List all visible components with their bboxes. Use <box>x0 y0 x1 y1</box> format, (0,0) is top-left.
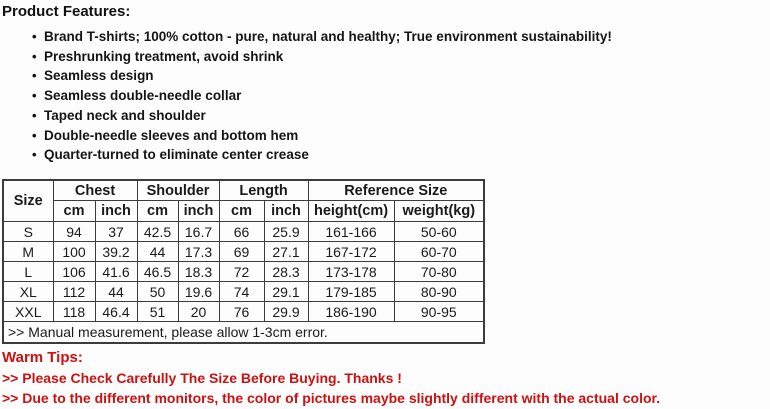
table-footnote-row: >> Manual measurement, please allow 1-3c… <box>2 321 485 344</box>
column-group-chest: Chest <box>52 179 138 202</box>
measurement-cell: 80-90 <box>393 281 485 303</box>
measurement-cell: 72 <box>218 261 265 283</box>
size-cell: S <box>2 221 54 243</box>
column-group-length: Length <box>218 179 309 202</box>
measurement-cell: 46.4 <box>94 301 138 323</box>
feature-text: Seamless design <box>44 68 154 84</box>
measurement-cell: 25.9 <box>263 221 309 243</box>
size-chart-table: Size Chest Shoulder Length Reference Siz… <box>2 178 486 344</box>
warm-tips-line-1: >> Please Check Carefully The Size Befor… <box>2 369 402 386</box>
bullet-icon: • <box>32 127 37 143</box>
feature-item: • Seamless double-needle collar <box>32 86 770 106</box>
feature-text: Brand T-shirts; 100% cotton - pure, natu… <box>44 29 612 44</box>
size-cell: L <box>2 261 54 283</box>
table-row-l: L 106 41.6 46.5 18.3 72 28.3 173-178 70-… <box>2 261 485 283</box>
table-row-xl: XL 112 44 50 19.6 74 29.1 179-185 80-90 <box>2 281 485 303</box>
measurement-cell: 27.1 <box>263 241 309 263</box>
feature-text: Taped neck and shoulder <box>44 107 206 123</box>
size-cell: M <box>2 241 54 263</box>
bullet-icon: • <box>32 29 37 44</box>
feature-item: • Taped neck and shoulder <box>32 106 770 126</box>
measurement-cell: 46.5 <box>136 261 179 283</box>
column-header-size: Size <box>2 179 54 223</box>
measurement-cell: 70-80 <box>393 261 485 283</box>
measurement-cell: 60-70 <box>393 241 485 263</box>
bullet-icon: • <box>32 68 37 84</box>
column-group-reference-size: Reference Size <box>307 179 485 202</box>
feature-item: • Quarter-turned to eliminate center cre… <box>32 145 770 165</box>
feature-item: • Seamless design <box>32 66 770 86</box>
measurement-cell: 42.5 <box>136 221 179 243</box>
table-row-s: S 94 37 42.5 16.7 66 25.9 161-166 50-60 <box>2 221 485 243</box>
bullet-icon: • <box>32 107 37 123</box>
measurement-cell: 50 <box>136 281 179 303</box>
table-header-row: Size Chest Shoulder Length Reference Siz… <box>2 179 485 223</box>
feature-list: • Brand T-shirts; 100% cotton - pure, na… <box>2 27 770 165</box>
table-row-m: M 100 39.2 44 17.3 69 27.1 167-172 60-70 <box>2 241 485 263</box>
column-header-chest-cm: cm <box>52 200 96 223</box>
warm-tips-section: Warm Tips: >> Please Check Carefully The… <box>2 349 770 409</box>
measurement-cell: 100 <box>52 241 96 263</box>
measurement-cell: 173-178 <box>307 261 395 283</box>
feature-text: Double-needle sleeves and bottom hem <box>44 127 299 143</box>
bullet-icon: • <box>32 88 37 104</box>
measurement-cell: 20 <box>177 301 220 323</box>
bullet-icon: • <box>32 147 37 163</box>
size-cell: XXL <box>2 301 54 323</box>
measurement-cell: 44 <box>94 281 138 303</box>
feature-text: Seamless double-needle collar <box>44 88 242 104</box>
warm-tips-title: Warm Tips: <box>2 348 83 366</box>
column-header-shoulder-cm: cm <box>136 200 179 223</box>
measurement-cell: 94 <box>52 221 96 243</box>
measurement-cell: 19.6 <box>177 281 220 303</box>
measurement-cell: 66 <box>218 221 265 243</box>
table-row-xxl: XXL 118 46.4 51 20 76 29.9 186-190 90-95 <box>2 301 485 323</box>
measurement-cell: 44 <box>136 241 179 263</box>
size-cell: XL <box>2 281 54 303</box>
feature-item: • Double-needle sleeves and bottom hem <box>32 126 770 146</box>
measurement-cell: 50-60 <box>393 221 485 243</box>
feature-text: Preshrunking treatment, avoid shrink <box>44 48 284 64</box>
feature-item: • Brand T-shirts; 100% cotton - pure, na… <box>32 27 770 47</box>
measurement-cell: 186-190 <box>307 301 395 323</box>
feature-item: • Preshrunking treatment, avoid shrink <box>32 47 770 67</box>
warm-tips-line-2: >> Due to the different monitors, the co… <box>2 389 661 406</box>
column-group-shoulder: Shoulder <box>136 179 220 202</box>
measurement-cell: 69 <box>218 241 265 263</box>
bullet-icon: • <box>32 48 37 64</box>
measurement-cell: 51 <box>136 301 179 323</box>
table-subheader-row: cm inch cm inch cm inch height(cm) weigh… <box>3 200 485 223</box>
measurement-cell: 167-172 <box>307 241 395 263</box>
measurement-cell: 37 <box>94 221 138 243</box>
measurement-cell: 112 <box>52 281 96 303</box>
measurement-cell: 29.1 <box>263 281 309 303</box>
measurement-cell: 39.2 <box>94 241 138 263</box>
page-title: Product Features: <box>2 3 131 20</box>
feature-text: Quarter-turned to eliminate center creas… <box>44 147 309 163</box>
column-header-height: height(cm) <box>307 200 395 223</box>
measurement-cell: 118 <box>52 301 96 323</box>
measurement-cell: 18.3 <box>177 261 220 283</box>
measurement-cell: 29.9 <box>263 301 309 323</box>
column-header-chest-inch: inch <box>94 200 138 223</box>
column-header-weight: weight(kg) <box>393 200 485 223</box>
measurement-cell: 16.7 <box>177 221 220 243</box>
measurement-cell: 74 <box>218 281 265 303</box>
measurement-cell: 90-95 <box>393 301 485 323</box>
measurement-cell: 161-166 <box>307 221 395 243</box>
column-header-shoulder-inch: inch <box>177 200 220 223</box>
measurement-cell: 41.6 <box>94 261 138 283</box>
table-footnote: >> Manual measurement, please allow 1-3c… <box>2 321 485 344</box>
measurement-cell: 17.3 <box>177 241 220 263</box>
column-header-length-inch: inch <box>263 200 309 223</box>
measurement-cell: 28.3 <box>263 261 309 283</box>
measurement-cell: 106 <box>52 261 96 283</box>
column-header-length-cm: cm <box>218 200 265 223</box>
measurement-cell: 76 <box>218 301 265 323</box>
measurement-cell: 179-185 <box>307 281 395 303</box>
